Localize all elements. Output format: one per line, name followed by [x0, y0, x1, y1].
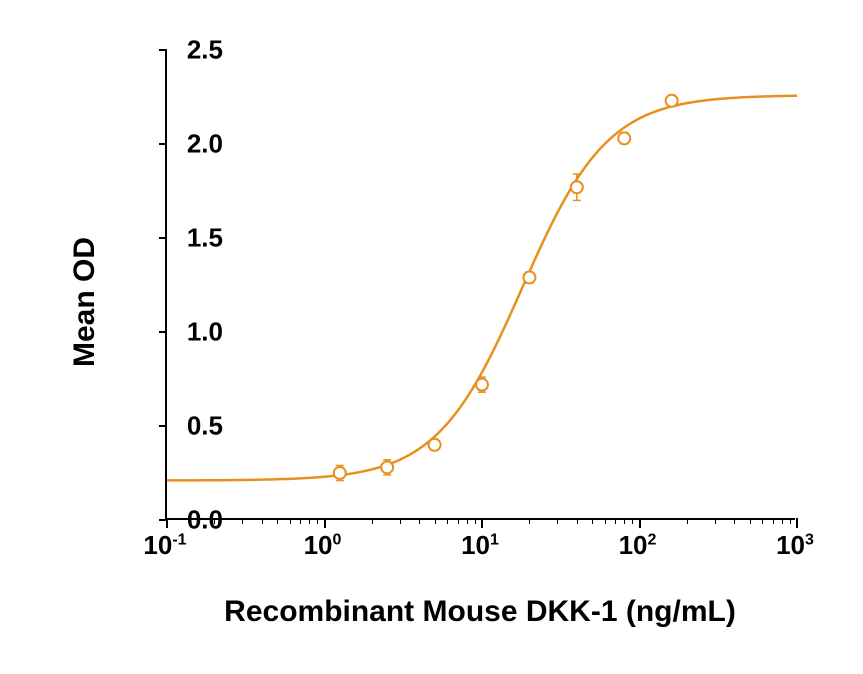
data-marker [476, 379, 488, 391]
data-marker [334, 467, 346, 479]
x-tick-minor [458, 518, 459, 524]
y-tick [159, 237, 167, 239]
x-tick-label: 103 [776, 530, 814, 561]
x-tick-label: 10-1 [143, 530, 186, 561]
y-tick [159, 331, 167, 333]
dose-response-chart: Mean OD Recombinant Mouse DKK-1 (ng/mL) … [0, 0, 863, 674]
y-tick-label: 2.0 [187, 129, 223, 160]
x-tick-minor [734, 518, 735, 524]
x-tick-major [796, 518, 798, 528]
x-tick-label: 100 [304, 530, 342, 561]
x-tick-minor [773, 518, 774, 524]
y-tick-label: 0.0 [187, 505, 223, 536]
x-tick-minor [300, 518, 301, 524]
x-tick-minor [467, 518, 468, 524]
x-tick-minor [290, 518, 291, 524]
x-tick-minor [419, 518, 420, 524]
data-marker [523, 271, 535, 283]
data-marker [571, 181, 583, 193]
data-marker [618, 132, 630, 144]
x-tick-minor [475, 518, 476, 524]
x-tick-minor [309, 518, 310, 524]
x-tick-minor [262, 518, 263, 524]
x-tick-major [481, 518, 483, 528]
y-tick [159, 425, 167, 427]
x-tick-major [324, 518, 326, 528]
x-tick-minor [605, 518, 606, 524]
x-tick-major [166, 518, 168, 528]
x-tick-minor [687, 518, 688, 524]
x-tick-minor [447, 518, 448, 524]
x-tick-minor [632, 518, 633, 524]
data-marker [666, 95, 678, 107]
x-tick-minor [592, 518, 593, 524]
x-tick-minor [557, 518, 558, 524]
x-tick-minor [615, 518, 616, 524]
data-marker [429, 439, 441, 451]
x-tick-minor [372, 518, 373, 524]
x-tick-minor [435, 518, 436, 524]
y-tick-label: 1.0 [187, 317, 223, 348]
y-tick-label: 1.5 [187, 223, 223, 254]
fit-curve [167, 96, 797, 481]
y-axis-label: Mean OD [68, 237, 102, 367]
x-tick-label: 102 [619, 530, 657, 561]
x-axis-label: Recombinant Mouse DKK-1 (ng/mL) [165, 595, 795, 629]
x-tick-minor [529, 518, 530, 524]
x-tick-minor [715, 518, 716, 524]
y-tick-label: 2.5 [187, 35, 223, 66]
x-tick-minor [400, 518, 401, 524]
x-tick-minor [624, 518, 625, 524]
x-tick-minor [762, 518, 763, 524]
x-tick-minor [317, 518, 318, 524]
x-tick-minor [750, 518, 751, 524]
x-tick-minor [242, 518, 243, 524]
x-tick-minor [790, 518, 791, 524]
y-tick-label: 0.5 [187, 411, 223, 442]
x-tick-label: 101 [461, 530, 499, 561]
x-tick-major [639, 518, 641, 528]
x-tick-minor [782, 518, 783, 524]
x-tick-minor [577, 518, 578, 524]
y-tick [159, 143, 167, 145]
plot-area [165, 50, 795, 520]
x-tick-minor [277, 518, 278, 524]
chart-svg [167, 50, 795, 518]
data-marker [381, 461, 393, 473]
y-tick [159, 49, 167, 51]
